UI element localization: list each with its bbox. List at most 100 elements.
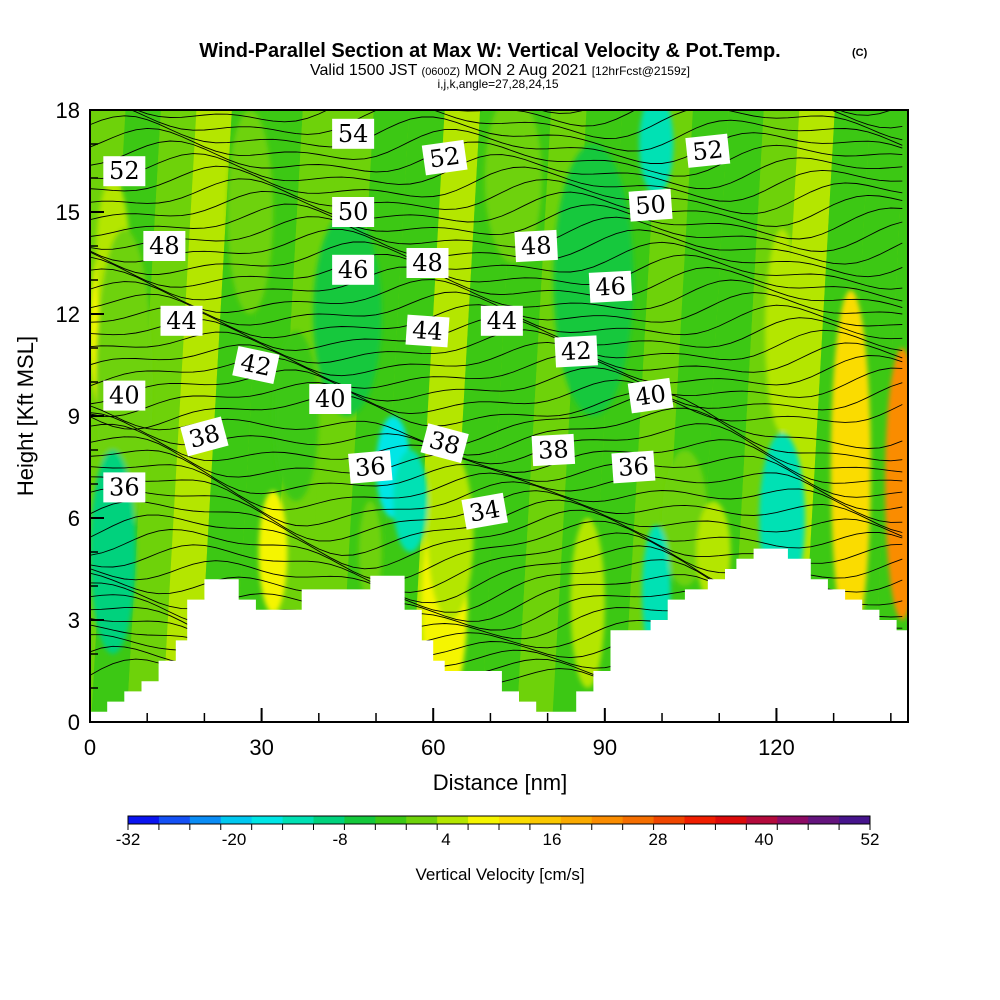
- theta-label-box: [531, 433, 576, 467]
- isentrope-line: [91, 354, 903, 389]
- colorbar-label: Vertical Velocity [cm/s]: [415, 865, 584, 884]
- theta-contour-label: 42: [232, 345, 280, 385]
- theta-label-text: 44: [487, 307, 518, 335]
- isentrope-line: [91, 367, 903, 405]
- isentrope-line: [132, 111, 903, 141]
- colorbar-tick-label: 40: [755, 830, 774, 849]
- velocity-cell: [696, 501, 731, 603]
- y-tick-label: 15: [56, 200, 80, 225]
- theta-label-box: [405, 314, 450, 348]
- x-axis-label: Distance [nm]: [433, 770, 568, 795]
- theta-label-box: [685, 133, 731, 168]
- isentrope-line: [91, 127, 903, 164]
- theta-label-box: [332, 197, 375, 227]
- colorbar-swatch: [529, 816, 562, 824]
- y-tick-label: 12: [56, 302, 80, 327]
- subtitle-valid: Valid 1500 JST: [310, 62, 418, 79]
- colorbar-tick-label: -8: [332, 830, 347, 849]
- theta-contour-label: 46: [332, 254, 375, 285]
- velocity-cell: [639, 111, 674, 195]
- y-axis-label: Height [Kft MSL]: [13, 336, 38, 496]
- isentrope-line: [91, 436, 903, 484]
- isentrope-line: [91, 190, 903, 227]
- theta-label-box: [627, 377, 674, 414]
- theta-label-text: 40: [634, 380, 668, 412]
- theta-label-box: [180, 416, 229, 457]
- colorbar-tick-label: -20: [222, 830, 247, 849]
- velocity-band: [587, 111, 658, 722]
- colorbar-tick-label: 16: [543, 830, 562, 849]
- theta-label-text: 48: [412, 249, 443, 277]
- isentrope-line: [91, 423, 903, 473]
- isentrope-line: [91, 379, 903, 417]
- x-tick-label: 30: [249, 735, 273, 760]
- isentrope-line: [91, 476, 903, 527]
- velocity-band: [339, 111, 410, 722]
- colorbar-tick-label: 4: [441, 830, 450, 849]
- theta-label-text: 36: [617, 452, 649, 482]
- theta-label-text: 40: [315, 385, 346, 413]
- isentrope-line: [91, 228, 903, 265]
- theta-contour-label: 46: [588, 270, 633, 303]
- theta-label-box: [103, 472, 146, 503]
- theta-contour-label: 36: [103, 472, 146, 503]
- theta-label-text: 48: [520, 231, 552, 261]
- isentrope-line: [91, 140, 903, 177]
- isentrope-line: [91, 165, 903, 202]
- isentrope-line: [91, 266, 903, 302]
- theta-label-box: [628, 188, 673, 222]
- colorbar-swatch: [499, 816, 531, 824]
- velocity-band: [162, 111, 232, 722]
- y-tick-label: 18: [56, 98, 80, 123]
- theta-label-text: 50: [634, 190, 666, 220]
- velocity-cell: [227, 111, 274, 314]
- theta-contour-label: 40: [627, 377, 674, 414]
- theta-label-text: 52: [109, 157, 140, 185]
- chart-title-mark: (C): [852, 47, 868, 59]
- isentrope-line: [91, 254, 903, 290]
- colorbar-swatch: [653, 816, 685, 824]
- plot-area: [91, 111, 908, 722]
- theta-label-box: [103, 156, 146, 187]
- isentrope-line: [91, 509, 903, 570]
- theta-label-box: [420, 423, 469, 464]
- theta-label-text: 46: [338, 256, 369, 284]
- theta-label-box: [309, 384, 352, 414]
- theta-label-box: [514, 229, 558, 263]
- theta-label-text: 52: [428, 142, 462, 174]
- isentrope-line: [91, 115, 903, 152]
- theta-label-box: [554, 335, 598, 368]
- isentrope-line: [91, 279, 903, 313]
- velocity-cell: [273, 331, 319, 501]
- theta-contour-label: 34: [461, 492, 508, 530]
- subtitle-utc: (0600Z): [422, 66, 461, 78]
- theta-label-box: [348, 450, 393, 484]
- isentrope-line: [91, 392, 903, 449]
- velocity-cell: [427, 450, 474, 620]
- colorbar-tick-label: -32: [116, 830, 141, 849]
- colorbar-swatch: [282, 816, 314, 824]
- velocity-cell: [764, 229, 800, 433]
- colorbar-swatch: [375, 816, 407, 824]
- colorbar-swatch: [251, 816, 284, 824]
- theta-label-text: 46: [595, 272, 627, 302]
- colorbar-swatch: [189, 816, 222, 824]
- colorbar-swatch: [839, 816, 871, 824]
- theta-contour-label: 52: [421, 139, 468, 176]
- x-tick-label: 120: [758, 735, 795, 760]
- theta-label-text: 42: [560, 337, 592, 367]
- colorbar-swatch: [746, 816, 778, 824]
- subtitle-fcst: [12hrFcst@2159z]: [592, 64, 690, 78]
- colorbar-tick-label: 28: [649, 830, 668, 849]
- colorbar-swatch: [313, 816, 345, 824]
- theta-label-box: [232, 345, 280, 385]
- theta-contour-label: 50: [332, 197, 375, 227]
- theta-contour-label: 36: [348, 450, 393, 484]
- theta-label-text: 40: [109, 382, 140, 410]
- theta-contour-label: 38: [531, 433, 576, 467]
- isentrope-line: [91, 341, 903, 377]
- theta-contour-label: 38: [180, 416, 229, 457]
- isentrope-line: [91, 203, 903, 240]
- theta-label-text: 44: [166, 307, 197, 335]
